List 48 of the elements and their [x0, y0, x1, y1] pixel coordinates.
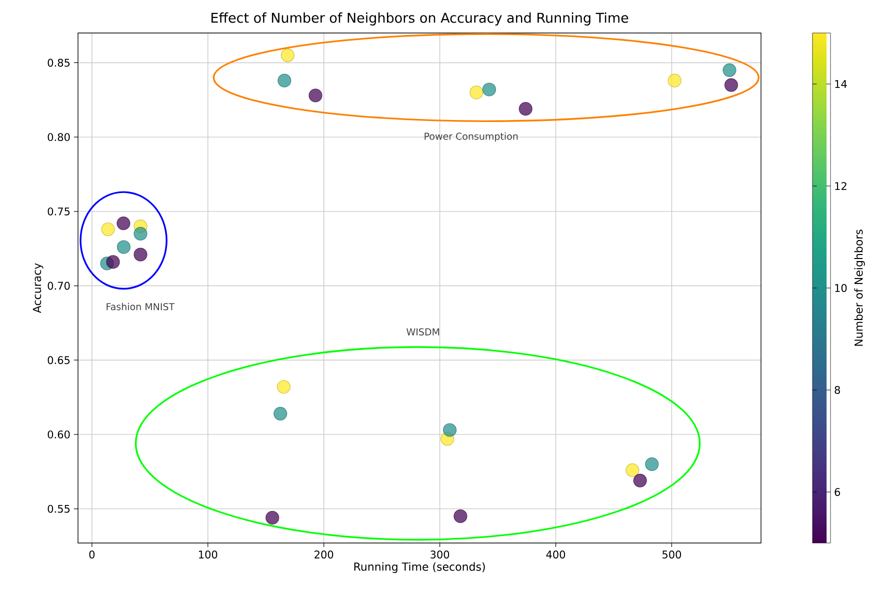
point	[482, 82, 496, 96]
y-tick-label: 0.55	[48, 504, 70, 513]
chart-title: Effect of Number of Neighbors on Accuracy and Running Time	[212, 12, 628, 26]
y-tick-label: 0.75	[48, 207, 70, 216]
point	[134, 226, 148, 241]
y-tick-label: 0.80	[48, 133, 70, 142]
point	[722, 63, 736, 77]
point	[308, 88, 322, 102]
x-tick-label: 100	[199, 550, 218, 558]
point	[274, 406, 288, 420]
y-tick-label: 0.60	[48, 430, 70, 438]
x-tick-label: 500	[662, 550, 682, 558]
point	[454, 509, 468, 524]
color-bar-label: 14	[835, 80, 847, 88]
color-bar-label: 8	[834, 386, 840, 394]
point	[645, 457, 659, 471]
point	[266, 510, 280, 525]
x-tick-label: 300	[430, 550, 450, 558]
color-bar-label: 10	[835, 284, 847, 292]
point	[276, 380, 291, 394]
point	[134, 248, 148, 262]
point	[280, 48, 294, 62]
x-tick-label: 0	[89, 550, 95, 558]
y-tick-label: 0.85	[48, 58, 70, 67]
point	[633, 474, 647, 488]
point	[116, 240, 130, 254]
annotation: Power Consumption	[424, 132, 518, 142]
y-axis-title: Accuracy	[32, 263, 44, 314]
point	[668, 74, 682, 88]
point	[116, 216, 130, 230]
x-tick-label: 200	[314, 550, 334, 558]
color-bar-label: 12	[835, 182, 846, 190]
point	[626, 463, 640, 477]
point	[442, 423, 457, 437]
x-tick-label: 400	[546, 550, 566, 558]
point	[106, 255, 120, 269]
color-bar-title: Number of Neighbors	[854, 230, 865, 346]
point	[101, 222, 115, 236]
point	[278, 74, 292, 88]
x-axis-title: Running Time (seconds)	[354, 562, 485, 573]
annotation: WISDM	[406, 328, 440, 336]
color-bar-label: 6	[834, 488, 840, 496]
point	[724, 78, 738, 92]
y-tick-label: 0.65	[48, 356, 70, 364]
y-tick-label: 0.70	[48, 282, 70, 290]
annotation: Fashion MNIST	[106, 302, 175, 310]
point	[518, 102, 532, 116]
point	[470, 86, 484, 100]
